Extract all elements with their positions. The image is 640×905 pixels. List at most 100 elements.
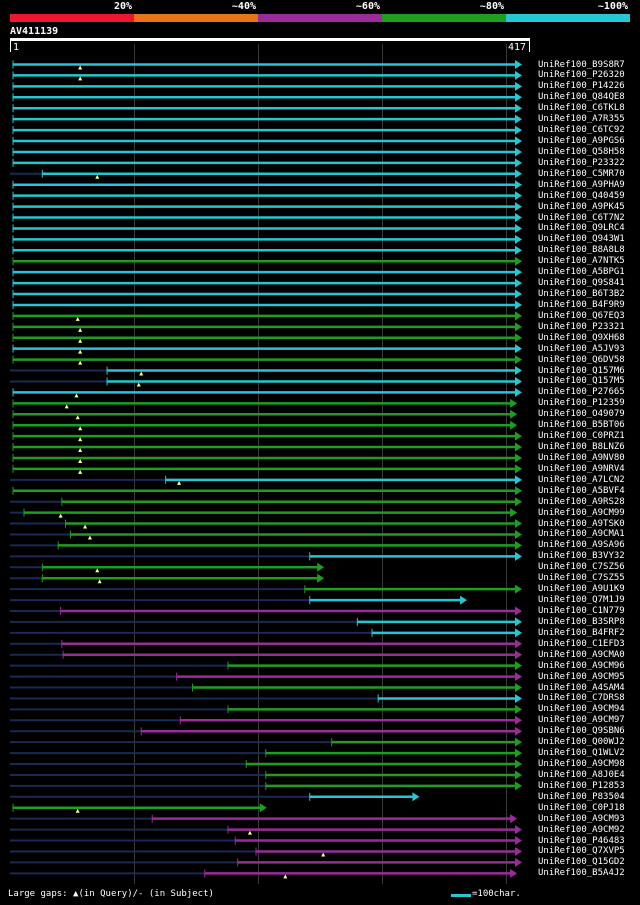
hit-label[interactable]: UniRef100_B9S8R7 <box>538 59 625 70</box>
hit-label[interactable]: UniRef100_A9TSK0 <box>538 518 625 529</box>
hit-label[interactable]: UniRef100_Q67EQ3 <box>538 310 625 321</box>
hit-label[interactable]: UniRef100_A9CM96 <box>538 660 625 671</box>
hit-label[interactable]: UniRef100_Q00WJ2 <box>538 737 625 748</box>
hit-label[interactable]: UniRef100_B8LNZ6 <box>538 442 625 453</box>
hit-arrowhead <box>515 486 522 496</box>
hit-label[interactable]: UniRef100_A9U1K9 <box>538 584 625 595</box>
hit-row <box>10 748 522 758</box>
hit-label[interactable]: UniRef100_O49079 <box>538 409 625 420</box>
hit-label[interactable]: UniRef100_A5BPG1 <box>538 267 625 278</box>
hit-label[interactable]: UniRef100_C1EFD3 <box>538 638 625 649</box>
hit-label[interactable]: UniRef100_Q15GD2 <box>538 857 625 868</box>
hit-label[interactable]: UniRef100_Q84QE8 <box>538 92 625 103</box>
hit-label[interactable]: UniRef100_B4FRF2 <box>538 627 625 638</box>
hit-label[interactable]: UniRef100_A9CM99 <box>538 507 625 518</box>
legend-segment-1 <box>134 14 258 22</box>
hit-label[interactable]: UniRef100_C6TKL8 <box>538 103 625 114</box>
hit-label[interactable]: UniRef100_P23321 <box>538 321 625 332</box>
hit-row <box>12 464 522 474</box>
hit-arrowhead <box>515 704 522 714</box>
hit-label[interactable]: UniRef100_A9CM93 <box>538 813 625 824</box>
hit-label[interactable]: UniRef100_Q6DV58 <box>538 354 625 365</box>
hit-arrowhead <box>515 355 522 365</box>
legend-segment-0 <box>10 14 134 22</box>
hit-row <box>12 245 522 255</box>
hit-label[interactable]: UniRef100_C1N779 <box>538 606 625 616</box>
grid-lines <box>10 44 530 884</box>
hit-label[interactable]: UniRef100_A9CMA1 <box>538 529 625 540</box>
hit-label[interactable]: UniRef100_A9PGS6 <box>538 136 625 146</box>
hit-label[interactable]: UniRef100_Q9XH68 <box>538 332 625 343</box>
hit-arrowhead <box>515 180 522 190</box>
hit-row <box>10 475 522 485</box>
hit-label[interactable]: UniRef100_P14226 <box>538 81 625 92</box>
hit-label[interactable]: UniRef100_A9RS28 <box>538 496 625 507</box>
hit-row <box>12 103 522 113</box>
hit-label[interactable]: UniRef100_P23322 <box>538 157 625 168</box>
legend-label-0: 20% <box>113 1 132 12</box>
hit-row <box>10 606 522 616</box>
hit-arrowhead <box>460 595 468 605</box>
hit-label[interactable]: UniRef100_P83504 <box>538 791 625 802</box>
hit-label[interactable]: UniRef100_A8J0E4 <box>538 769 625 780</box>
hit-label[interactable]: UniRef100_C5MR70 <box>538 168 625 179</box>
hit-label[interactable]: UniRef100_A9SA96 <box>538 540 625 551</box>
hit-label[interactable]: UniRef100_C7SZ56 <box>538 562 625 573</box>
hit-arrowhead <box>515 650 522 660</box>
hit-label[interactable]: UniRef100_C6TC92 <box>538 125 625 136</box>
hit-label[interactable]: UniRef100_A9CM94 <box>538 704 625 715</box>
hit-arrowhead <box>515 529 522 539</box>
hit-label[interactable]: UniRef100_C6T7N2 <box>538 212 625 223</box>
hit-label[interactable]: UniRef100_Q40459 <box>538 190 625 201</box>
hit-row <box>12 322 522 332</box>
hit-label[interactable]: UniRef100_Q157M6 <box>538 365 625 376</box>
hit-label[interactable]: UniRef100_Q7M1J9 <box>538 595 625 606</box>
hit-label[interactable]: UniRef100_B8A8L8 <box>538 245 625 256</box>
hit-label[interactable]: UniRef100_A5JV93 <box>538 343 625 354</box>
hit-label[interactable]: UniRef100_Q9LRC4 <box>538 223 625 234</box>
hit-label[interactable]: UniRef100_P12359 <box>538 398 625 409</box>
scale-label: =100char. <box>472 889 521 899</box>
hit-label[interactable]: UniRef100_B4F9R9 <box>538 299 625 310</box>
hit-label[interactable]: UniRef100_A9NRV4 <box>538 463 625 474</box>
hit-label[interactable]: UniRef100_Q943W1 <box>538 234 625 245</box>
hit-label[interactable]: UniRef100_A7NTK5 <box>538 256 625 267</box>
hit-label[interactable]: UniRef100_A9CMA0 <box>538 649 625 660</box>
hit-label[interactable]: UniRef100_B5A4J2 <box>538 868 625 879</box>
hit-label[interactable]: UniRef100_A9NV80 <box>538 452 625 463</box>
hit-label[interactable]: UniRef100_B3SRP8 <box>538 616 625 627</box>
hit-label[interactable]: UniRef100_C0PJ18 <box>538 802 625 813</box>
hit-label[interactable]: UniRef100_A7R355 <box>538 114 625 125</box>
hit-arrowhead <box>515 311 522 321</box>
hit-label[interactable]: UniRef100_A9CM98 <box>538 759 625 770</box>
hit-label[interactable]: UniRef100_C7DRS8 <box>538 693 625 704</box>
hit-label[interactable]: UniRef100_A4SAM4 <box>538 682 625 693</box>
hit-label[interactable]: UniRef100_A9CM97 <box>538 715 625 726</box>
hit-label[interactable]: UniRef100_A9PK45 <box>538 201 625 212</box>
hit-label[interactable]: UniRef100_C0PRZ1 <box>538 431 625 442</box>
hit-label[interactable]: UniRef100_P26320 <box>538 70 625 81</box>
hit-label[interactable]: UniRef100_Q58H58 <box>538 146 625 157</box>
hit-label[interactable]: UniRef100_A9PHA9 <box>538 179 625 190</box>
hit-label[interactable]: UniRef100_Q9S841 <box>538 278 625 289</box>
hit-arrowhead <box>515 125 522 135</box>
hit-label[interactable]: UniRef100_Q9SBN6 <box>538 726 625 737</box>
hit-label[interactable]: UniRef100_P12853 <box>538 780 625 791</box>
hit-label[interactable]: UniRef100_A7LCN2 <box>538 474 625 485</box>
hit-label[interactable]: UniRef100_B5BT06 <box>538 420 625 431</box>
hit-label[interactable]: UniRef100_A9CM95 <box>538 671 625 682</box>
query-gap-marker <box>95 174 100 179</box>
hit-label[interactable]: UniRef100_C7SZ55 <box>538 573 625 584</box>
hit-label[interactable]: UniRef100_B3VY32 <box>538 551 625 562</box>
hit-label[interactable]: UniRef100_B6T3B2 <box>538 289 625 300</box>
hit-label[interactable]: UniRef100_A9CM92 <box>538 824 625 835</box>
hit-label[interactable]: UniRef100_P46483 <box>538 835 625 846</box>
hit-label[interactable]: UniRef100_Q7XVP5 <box>538 846 625 857</box>
hit-label[interactable]: UniRef100_Q1WLV2 <box>538 748 625 759</box>
query-gap-marker <box>78 360 83 365</box>
hit-label[interactable]: UniRef100_P27665 <box>538 387 625 398</box>
query-gap-marker <box>83 524 88 529</box>
hit-label[interactable]: UniRef100_A5BVF4 <box>538 485 625 496</box>
hit-label[interactable]: UniRef100_Q157M5 <box>538 376 625 387</box>
